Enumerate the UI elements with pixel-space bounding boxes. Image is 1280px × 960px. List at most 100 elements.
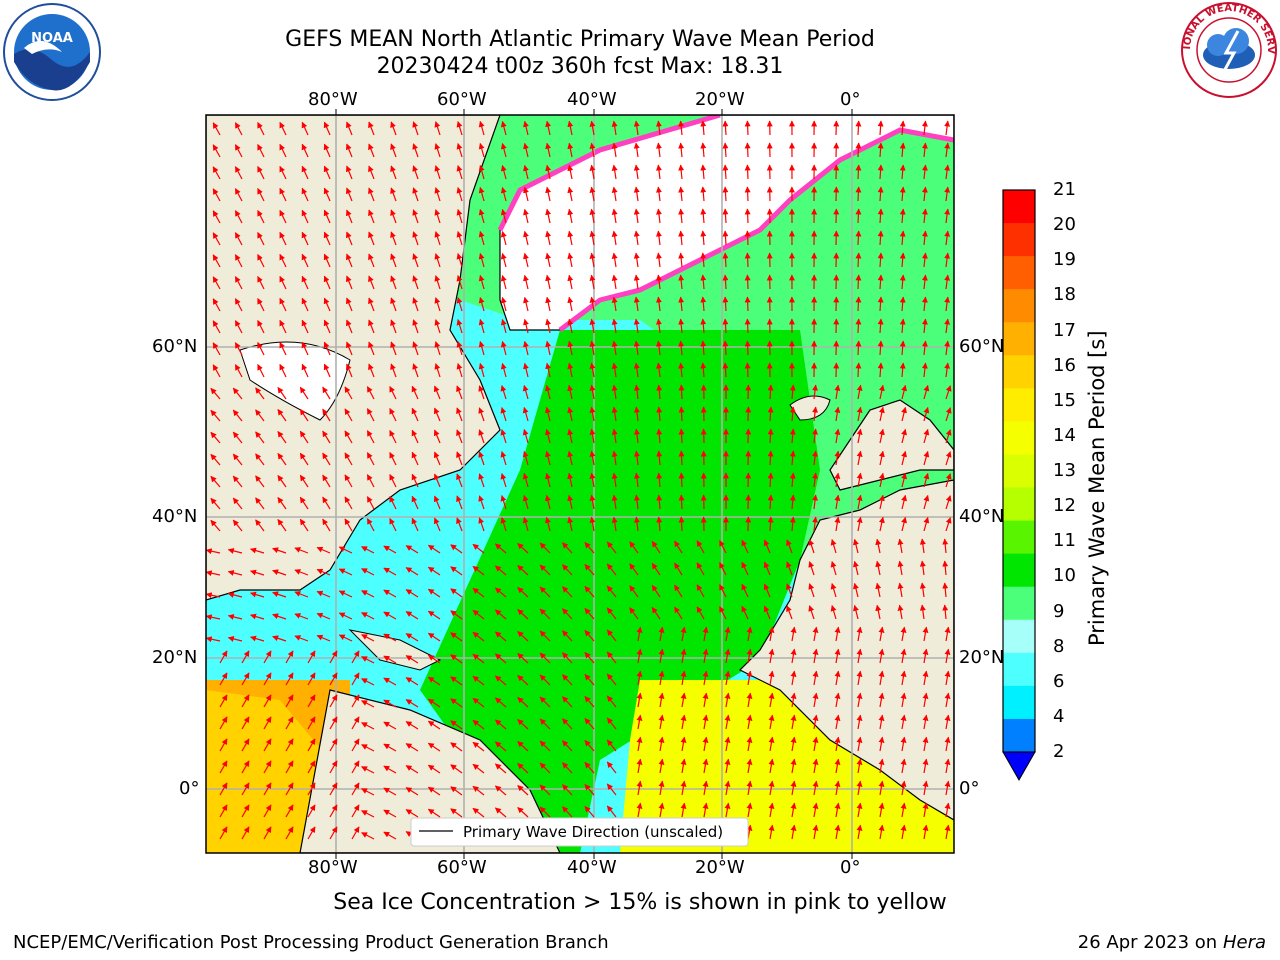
wave-direction-arrow	[344, 408, 353, 422]
wave-direction-arrow	[655, 208, 662, 224]
wave-direction-arrow	[257, 187, 265, 202]
wave-direction-arrow	[351, 672, 360, 686]
wave-direction-arrow	[562, 564, 573, 576]
wave-direction-arrow	[746, 670, 753, 686]
wave-direction-arrow	[523, 362, 529, 378]
wave-direction-arrow	[427, 698, 441, 708]
wave-direction-arrow	[678, 252, 685, 268]
wave-direction-arrow	[345, 187, 353, 202]
wave-direction-arrow	[944, 340, 951, 356]
wave-direction-arrow	[786, 561, 793, 576]
wave-direction-arrow	[285, 672, 294, 686]
wave-direction-arrow	[722, 318, 729, 334]
wave-direction-arrow	[856, 472, 863, 488]
wave-direction-arrow	[212, 122, 221, 136]
wave-direction-arrow	[878, 780, 885, 796]
wave-direction-arrow	[523, 230, 529, 246]
colorbar-cell	[1003, 520, 1035, 555]
wave-direction-arrow	[834, 714, 841, 730]
wave-direction-arrow	[633, 142, 640, 158]
wave-direction-arrow	[285, 782, 294, 796]
wave-direction-arrow	[900, 714, 907, 730]
wave-direction-arrow	[294, 547, 309, 554]
wave-direction-arrow	[767, 428, 774, 444]
wave-direction-arrow	[368, 297, 375, 312]
wave-direction-arrow	[323, 187, 331, 202]
wave-direction-arrow	[294, 613, 309, 620]
wave-direction-arrow	[606, 695, 617, 708]
wave-direction-arrow	[562, 762, 573, 774]
wave-direction-arrow	[901, 406, 908, 422]
wave-direction-arrow	[450, 544, 463, 554]
wave-direction-arrow	[567, 186, 574, 202]
wave-direction-arrow	[790, 626, 797, 642]
wave-direction-arrow	[589, 230, 596, 246]
wave-direction-arrow	[227, 635, 243, 642]
map-frame	[205, 114, 955, 854]
wave-direction-arrow	[674, 584, 683, 598]
wave-direction-arrow	[285, 826, 294, 840]
wave-direction-arrow	[366, 430, 375, 444]
wave-direction-arrow	[944, 230, 951, 246]
wave-direction-arrow	[746, 758, 753, 774]
wave-direction-arrow	[900, 626, 907, 642]
wave-direction-arrow	[329, 738, 338, 752]
wave-direction-arrow	[877, 142, 884, 158]
wave-direction-arrow	[307, 716, 316, 730]
wave-direction-arrow	[719, 584, 727, 598]
wave-direction-arrow	[263, 694, 272, 708]
wave-direction-arrow	[412, 363, 419, 378]
wave-direction-arrow	[921, 362, 928, 378]
wave-direction-arrow	[263, 782, 272, 796]
wave-direction-arrow	[500, 473, 507, 488]
lon-label-bottom-80w: 80°W	[308, 857, 358, 878]
wave-direction-arrow	[655, 230, 662, 246]
wave-direction-arrow	[567, 516, 574, 532]
wave-direction-arrow	[539, 608, 551, 620]
wave-direction-arrow	[241, 694, 250, 708]
wave-direction-arrow	[855, 318, 862, 334]
wave-direction-arrow	[767, 450, 774, 466]
wave-direction-arrow	[852, 604, 859, 620]
wave-direction-arrow	[390, 253, 397, 268]
wave-direction-arrow	[500, 164, 507, 180]
wave-direction-arrow	[722, 296, 729, 312]
wave-direction-arrow	[241, 760, 250, 774]
wave-direction-arrow	[279, 275, 287, 290]
wave-direction-arrow	[517, 587, 529, 598]
colorbar	[1002, 189, 1036, 782]
wave-direction-arrow	[855, 208, 862, 224]
wave-direction-arrow	[877, 340, 884, 356]
title-line-2: 20230424 t00z 360h fcst Max: 18.31	[376, 54, 784, 79]
wave-direction-arrow	[412, 253, 419, 268]
wave-direction-arrow	[768, 648, 775, 664]
wave-direction-arrow	[611, 230, 618, 246]
wave-direction-arrow	[562, 608, 573, 620]
wave-direction-arrow	[456, 253, 463, 268]
wave-direction-arrow	[589, 384, 596, 400]
wave-direction-arrow	[921, 142, 928, 158]
wave-direction-arrow	[922, 802, 929, 818]
wave-direction-arrow	[433, 385, 441, 400]
wave-direction-arrow	[390, 363, 397, 378]
wave-direction-arrow	[219, 760, 228, 774]
wave-direction-arrow	[206, 548, 221, 555]
wave-direction-arrow	[658, 626, 665, 642]
wave-direction-arrow	[724, 714, 731, 730]
wave-direction-arrow	[722, 230, 729, 246]
wave-direction-arrow	[500, 252, 507, 268]
wave-direction-arrow	[651, 562, 661, 576]
wave-direction-arrow	[768, 780, 775, 796]
wave-direction-arrow	[345, 231, 353, 246]
wave-direction-arrow	[434, 165, 441, 180]
wave-direction-arrow	[606, 629, 617, 642]
wave-direction-arrow	[611, 164, 618, 180]
wave-direction-arrow	[250, 547, 265, 554]
wave-direction-arrow	[272, 547, 287, 554]
wave-direction-arrow	[562, 740, 573, 752]
wave-direction-arrow	[606, 585, 617, 598]
wave-direction-arrow	[674, 562, 683, 576]
wave-direction-arrow	[383, 545, 397, 554]
wave-direction-arrow	[923, 516, 930, 532]
wave-direction-arrow	[472, 587, 485, 598]
